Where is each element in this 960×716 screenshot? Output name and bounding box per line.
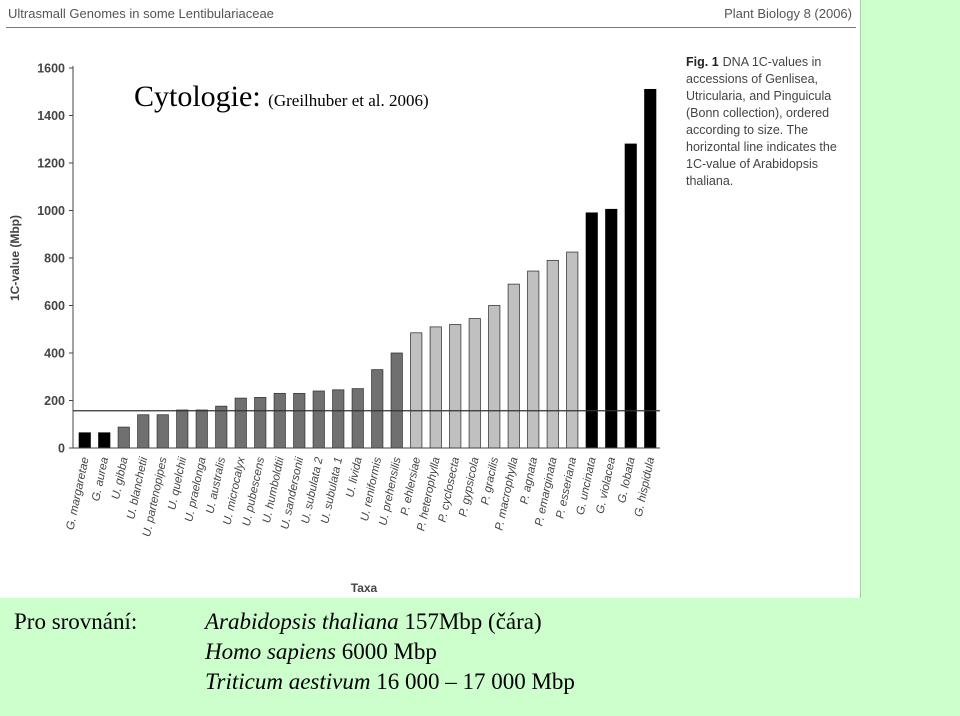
x-tick-label: U. gibba xyxy=(110,456,131,500)
y-axis-ticks: 0 200 400 600 800 1000 1200 1400 1600 xyxy=(37,62,73,456)
species-name: Homo sapiens xyxy=(205,639,336,664)
y-tick-label: 0 xyxy=(58,442,65,456)
bar xyxy=(605,208,618,449)
genome-size-bar-chart: 0 200 400 600 800 1000 1200 1400 1600 G. margare… xyxy=(8,62,660,595)
y-tick-label: 400 xyxy=(44,347,65,361)
journal-header-right: Plant Biology 8 (2006) xyxy=(724,6,852,21)
bar xyxy=(254,397,267,449)
bar xyxy=(624,143,637,449)
x-tick-label: G. margaretae xyxy=(65,456,92,531)
x-axis-title: Taxa xyxy=(351,581,378,595)
bar xyxy=(449,324,462,449)
caption-label: Fig. 1 xyxy=(686,55,719,69)
x-tick-label: G. hispidula xyxy=(633,456,657,518)
bar xyxy=(156,414,169,449)
y-tick-label: 1400 xyxy=(37,109,65,123)
bar xyxy=(98,432,111,449)
bar xyxy=(371,369,384,449)
comparison-row-triticum: Triticum aestivum 16 000 – 17 000 Mbp xyxy=(205,669,575,695)
bar xyxy=(195,409,208,449)
y-tick-label: 1000 xyxy=(37,204,65,218)
x-tick-label: G. aurea xyxy=(90,456,111,502)
bar xyxy=(468,318,481,449)
figure-caption: Fig. 1 DNA 1C-values in accessions of Gen… xyxy=(686,54,858,190)
comparison-row-homo: Homo sapiens 6000 Mbp xyxy=(205,639,437,665)
bar xyxy=(351,388,364,449)
x-tick-label: P. gracilis xyxy=(479,456,501,506)
header-divider xyxy=(6,27,856,28)
genome-size: 157Mbp (čára) xyxy=(404,609,542,634)
species-name: Arabidopsis thaliana xyxy=(205,609,399,634)
y-tick-label: 800 xyxy=(44,252,65,266)
bar xyxy=(176,409,189,449)
y-tick-label: 1600 xyxy=(37,62,65,76)
species-name: Triticum aestivum xyxy=(205,669,371,694)
y-tick-label: 1200 xyxy=(37,157,65,171)
x-tick-label: P. gypsicola xyxy=(457,456,481,518)
bar xyxy=(390,352,403,449)
journal-header-left: Ultrasmall Genomes in some Lentibulariac… xyxy=(8,6,274,21)
y-tick-label: 200 xyxy=(44,394,65,408)
bar xyxy=(137,414,150,449)
bar xyxy=(410,332,423,449)
figure-panel: Ultrasmall Genomes in some Lentibulariac… xyxy=(0,0,860,598)
bar xyxy=(644,88,657,449)
slide-title: Cytologie: (Greilhuber et al. 2006) xyxy=(134,80,429,114)
bar xyxy=(293,392,306,449)
bar xyxy=(488,305,501,449)
slide-title-main: Cytologie: xyxy=(134,80,261,113)
x-tick-label: U. livida xyxy=(344,456,364,499)
bar xyxy=(273,392,286,449)
y-axis-title: 1C-value (Mbp) xyxy=(8,215,22,301)
x-tick-label: P. agnata xyxy=(519,456,541,505)
comparison-row-arabidopsis: Arabidopsis thaliana 157Mbp (čára) xyxy=(205,609,542,635)
slide-side-strip xyxy=(860,0,960,598)
genome-size: 6000 Mbp xyxy=(341,639,437,664)
x-tick-label: U. quelchii xyxy=(166,456,189,511)
slide-title-citation: (Greilhuber et al. 2006) xyxy=(268,91,429,110)
bar xyxy=(566,251,579,449)
bars xyxy=(78,88,657,449)
bar xyxy=(429,326,442,449)
comparison-label: Pro srovnání: xyxy=(14,609,138,634)
bar xyxy=(507,283,520,449)
bar xyxy=(332,389,345,449)
bar xyxy=(546,259,559,449)
comparison-section: Pro srovnání: Arabidopsis thaliana 157Mb… xyxy=(0,598,960,716)
bar xyxy=(234,397,247,449)
bar xyxy=(78,432,91,449)
x-tick-label: G. violacea xyxy=(594,456,618,515)
bar xyxy=(312,390,325,449)
genome-size: 16 000 – 17 000 Mbp xyxy=(376,669,575,694)
y-tick-label: 600 xyxy=(44,299,65,313)
bar xyxy=(527,270,540,449)
x-tick-label: G. lobata xyxy=(616,456,637,504)
bar xyxy=(117,426,130,449)
caption-text: DNA 1C-values in accessions of Genlisea,… xyxy=(686,55,837,188)
bar xyxy=(215,405,228,449)
bar xyxy=(585,212,598,449)
